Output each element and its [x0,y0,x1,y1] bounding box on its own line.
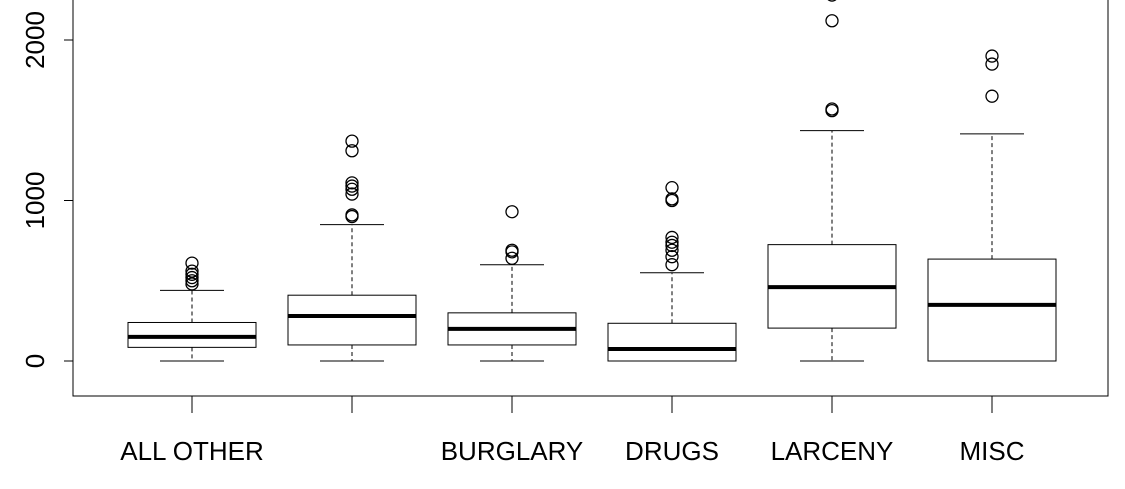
outlier-point [665,243,679,257]
outlier-point [665,250,679,264]
outlier-point [185,277,199,291]
outlier-point [185,264,199,278]
box-group [447,205,577,362]
x-tick-label: ALL OTHER [120,436,264,466]
y-tick-label: 1000 [20,172,50,230]
outlier-point [665,258,679,272]
x-tick-label: MISC [960,436,1025,466]
outlier-point [345,134,359,148]
outlier-point [505,205,519,219]
outlier-point [665,235,679,249]
outlier-point [665,238,679,253]
x-axis: ALL OTHER BURGLARY DRUGS LARCENY MISC [120,396,1025,466]
outlier-point [345,176,359,190]
outlier-point [825,14,839,28]
box-group [127,256,257,362]
box-group [767,0,897,362]
box [607,322,737,362]
outlier-point [345,144,359,158]
y-tick-label: 0 [20,354,50,368]
outlier-point [825,102,839,116]
boxes-layer [127,0,1057,362]
x-tick-label: BURGLARY [441,436,584,466]
outlier-point [665,230,679,245]
y-tick-label: 2000 [20,11,50,69]
y-axis: 0 1000 2000 [20,11,74,368]
outlier-point [985,89,999,103]
outlier-point [345,182,359,196]
box-group [287,134,417,362]
x-tick-label: DRUGS [625,436,719,466]
x-tick-label: LARCENY [771,436,894,466]
outlier-point [185,270,199,285]
outlier-point [665,181,679,195]
outlier-point [505,243,519,257]
outlier-point [185,274,199,288]
outlier-point [985,49,999,63]
box [927,258,1057,362]
outlier-point [185,256,199,270]
outlier-point [985,57,999,71]
outlier-point [345,208,359,222]
box [127,321,257,348]
outlier-point [345,187,359,201]
box-group [927,49,1057,362]
outlier-point [345,179,359,193]
outlier-point [505,251,519,265]
outlier-point [827,0,837,2]
outlier-point [665,192,679,206]
outlier-point [185,267,199,281]
box [287,294,417,346]
box-group [607,181,737,362]
